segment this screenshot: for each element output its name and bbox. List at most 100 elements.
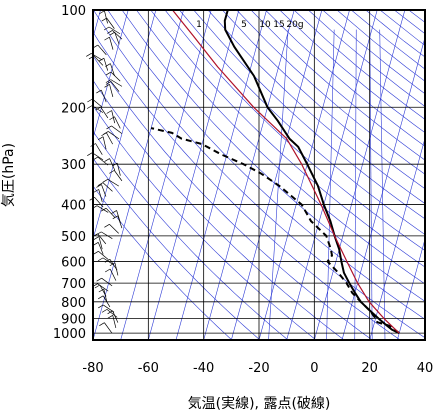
wind-barb-flag (97, 257, 104, 262)
wind-barb (109, 37, 114, 50)
wind-barb-flag (104, 84, 110, 88)
wind-barb (102, 257, 115, 266)
y-tick-label: 900 (61, 312, 86, 327)
isotherm-line (120, 10, 212, 340)
wind-barb-flag (111, 210, 117, 214)
wind-barb (96, 205, 109, 213)
wind-barb-flag (93, 242, 99, 246)
mixing-ratio-line (354, 29, 357, 340)
wind-barb (92, 152, 104, 161)
wind-barb (97, 283, 109, 292)
isotherm-line (286, 10, 378, 340)
dry-adiabat-line (93, 55, 373, 340)
wind-barb-flag (99, 322, 105, 326)
dry-adiabat-line (150, 10, 425, 268)
dry-adiabat-line (93, 157, 261, 340)
wind-barb (98, 236, 103, 250)
wind-barb (116, 210, 121, 223)
dry-adiabat-line (207, 10, 425, 205)
isotherm-line (369, 137, 425, 340)
wind-barb (109, 158, 116, 171)
wind-barb (101, 277, 113, 287)
wind-barb-flag (109, 170, 115, 174)
wind-barb-flag (97, 136, 104, 141)
dry-adiabat-line (93, 105, 317, 340)
wind-barb (97, 242, 104, 255)
wind-barb (116, 162, 121, 176)
wind-barb (112, 30, 123, 40)
x-tick-label: 40 (417, 361, 434, 376)
x-axis-title: 気温(実線), 露点(破線) (188, 396, 331, 412)
wind-barb (108, 131, 120, 140)
wind-barb-flag (107, 30, 113, 34)
wind-barb (108, 26, 121, 35)
wind-barb-flag (112, 162, 118, 167)
wind-barb-flag (93, 236, 100, 240)
y-tick-label: 300 (61, 158, 86, 173)
wind-barb (106, 17, 115, 29)
wind-barb (102, 136, 107, 150)
isotherm-line (397, 238, 425, 340)
x-tick-label: 20 (361, 361, 378, 376)
y-axis-title: 気圧(hPa) (1, 143, 17, 207)
temperature-line (223, 10, 400, 335)
wind-barb (105, 207, 116, 218)
x-tick-label: -80 (82, 361, 103, 376)
wind-barb (106, 309, 118, 318)
wind-barb (110, 79, 123, 87)
mixing-ratio-label: 1 (196, 20, 202, 30)
wind-barbs (86, 10, 123, 334)
wind-barb (110, 71, 121, 82)
dry-adiabat-line (250, 10, 425, 161)
isotherm-line (203, 10, 295, 340)
dry-adiabat-line (179, 10, 425, 235)
wind-barb (106, 132, 113, 145)
isotherm-line (231, 10, 323, 340)
wind-barb-flag (101, 17, 107, 22)
x-tick-label: -20 (248, 361, 269, 376)
wind-barb-flag (109, 31, 115, 36)
mixing-ratio-label: 5 (241, 20, 247, 30)
wind-barb (112, 315, 117, 328)
dry-adiabat-line (121, 10, 425, 302)
isotherm-line (175, 10, 267, 340)
mixing-ratio-label: 20g (286, 20, 303, 30)
wind-barb-flag (106, 125, 112, 130)
wind-barb (103, 304, 115, 313)
mixing-ratio-label: 10 (259, 20, 271, 30)
wind-barb-flag (101, 309, 108, 313)
mixing-ratio-line (379, 29, 386, 340)
profile-lines (150, 10, 400, 335)
wind-barb (100, 89, 107, 103)
wind-barb (98, 251, 109, 260)
y-tick-label: 1000 (53, 327, 86, 342)
wind-barb-flag (98, 304, 104, 309)
isotherm-line (148, 10, 240, 340)
wind-barb (111, 125, 123, 134)
wind-barb-flag (94, 284, 101, 289)
wind-barb-flag (93, 250, 99, 255)
wind-barb (102, 182, 113, 192)
dry-adiabat-line (222, 10, 425, 190)
wind-barb (104, 322, 113, 334)
wind-barb (97, 156, 109, 166)
isotherm-line (424, 338, 425, 340)
wind-barb-flag (97, 295, 104, 300)
wind-barb-flag (87, 152, 93, 156)
wind-barb (107, 178, 120, 187)
wind-barb (113, 170, 123, 182)
y-tick-label: 600 (61, 255, 86, 270)
wind-barb-flag (86, 105, 93, 109)
wind-barb-flag (96, 89, 102, 94)
dry-adiabat-line (193, 10, 425, 220)
wind-barb (100, 106, 109, 119)
wind-barb (109, 224, 119, 234)
wind-barb-flag (95, 106, 101, 111)
wind-barb-flag (106, 110, 112, 114)
wind-barb-flag (97, 182, 104, 186)
mixing-ratio-label: 15 (273, 20, 284, 30)
parcel-line (172, 10, 400, 334)
wind-barb (103, 58, 109, 71)
wind-barb (101, 184, 107, 197)
